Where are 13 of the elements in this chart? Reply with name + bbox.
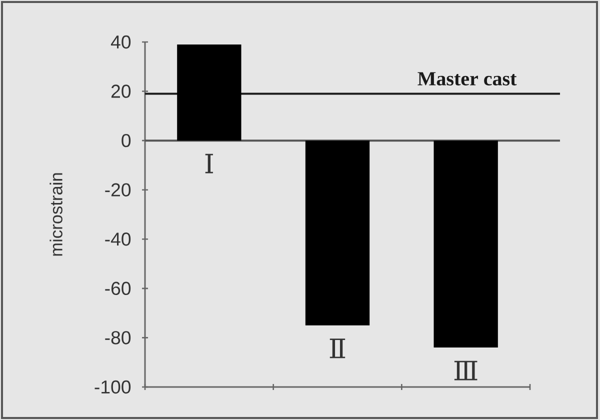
y-tick-label: -100: [94, 380, 131, 394]
ref-line-label: Master cast: [418, 72, 517, 86]
y-tick-label: -80: [105, 331, 131, 344]
y-tick-label: -20: [105, 183, 131, 196]
y-tick-label: 0: [122, 134, 131, 148]
y-tick-label: 20: [111, 84, 131, 98]
x-tick-label: Ⅱ: [330, 338, 346, 358]
y-axis-title: microstrain: [50, 173, 62, 256]
x-tick-label: Ⅲ: [454, 360, 478, 380]
y-tick-label: -60: [105, 282, 131, 296]
y-tick-label: -40: [105, 232, 131, 246]
x-tick-label: Ⅰ: [205, 154, 213, 174]
y-tick-label: 40: [110, 35, 131, 49]
